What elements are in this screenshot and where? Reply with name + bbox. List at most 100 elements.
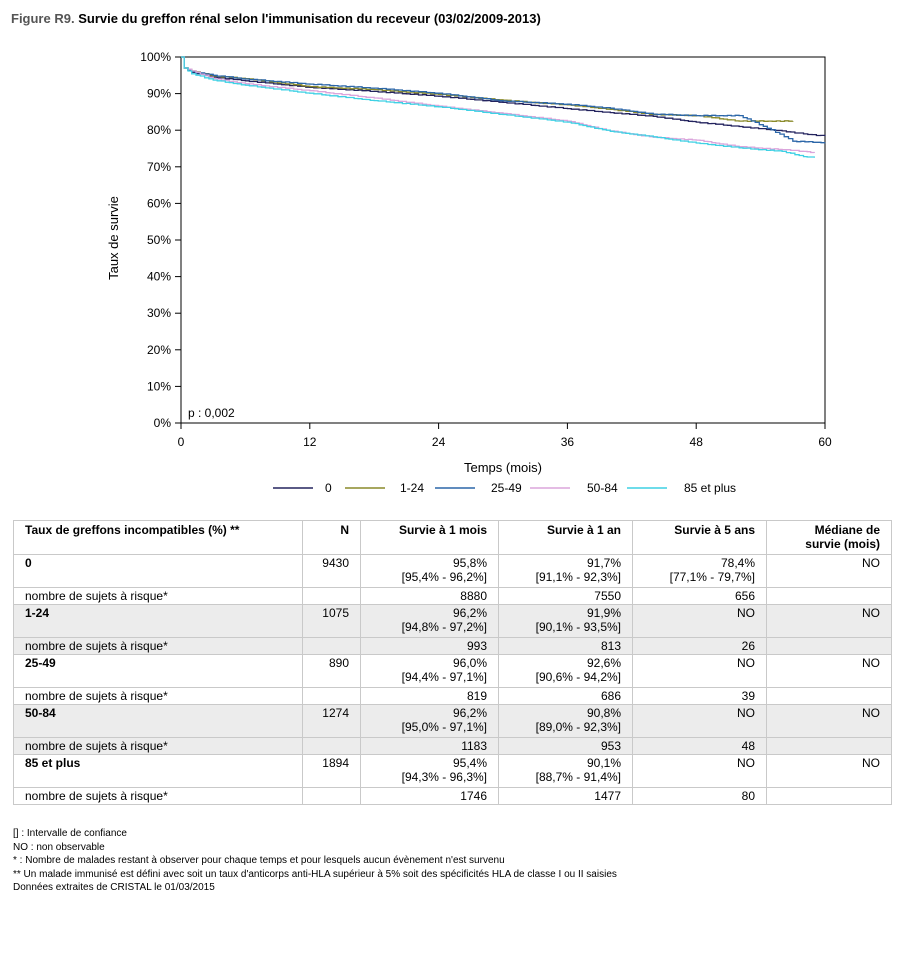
results-table: Taux de greffons incompatibles (%) ** N …: [13, 520, 892, 805]
table-row: 85 et plus 1894 95,4% [94,3% - 96,3%] 90,1%[…: [13, 754, 892, 788]
cell-n: 1075: [302, 604, 361, 638]
risk-1-month: 993: [360, 637, 499, 655]
cell-n: 890: [302, 654, 361, 688]
cell-5-years: 78,4% [77,1% - 79,7%]: [632, 554, 767, 588]
confidence-interval: [94,8% - 97,2%]: [401, 620, 487, 634]
table-row: 1-24 1075 96,2% [94,8% - 97,2%] 91,9% [90,1% …: [13, 604, 892, 638]
footnote: [] : Intervalle de confiance: [13, 828, 127, 839]
group-label: 85 et plus: [13, 754, 303, 788]
cell-empty: [302, 787, 361, 805]
figure-title: Figure R9. Survie du greffon rénal selon…: [11, 11, 541, 26]
y-tick-label: 80%: [147, 123, 171, 137]
confidence-interval: [77,1% - 79,7%]: [669, 570, 755, 584]
group-label: 50-84: [13, 704, 303, 738]
cell-5-years: NO: [632, 704, 767, 738]
col-header-5-years: Survie à 5 ans: [632, 520, 767, 555]
plot-area-frame: [180, 56, 826, 424]
risk-1-year: 1477: [498, 787, 633, 805]
survival-value: 90,1%: [586, 756, 621, 770]
cell-empty: [302, 687, 361, 705]
col-header-1-month: Survie à 1 mois: [360, 520, 499, 555]
risk-1-year: 813: [498, 637, 633, 655]
confidence-interval: [94,4% - 97,1%]: [401, 670, 487, 684]
survival-value: NO: [737, 606, 755, 620]
risk-5-years: 80: [632, 787, 767, 805]
legend-label: 85 et plus: [684, 481, 736, 495]
footnote: * : Nombre de malades restant à observer…: [13, 855, 505, 867]
y-tick-label: 50%: [147, 233, 171, 247]
y-tick-label: 0%: [154, 416, 172, 430]
survival-value: 96,0%: [452, 656, 487, 670]
cell-1-year: 92,6% [90,6% - 94,2%]: [498, 654, 633, 688]
group-label: 25-49: [13, 654, 303, 688]
confidence-interval: [91,1% - 92,3%]: [535, 570, 621, 584]
risk-label: nombre de sujets à risque*: [13, 587, 303, 605]
cell-empty: [766, 587, 892, 605]
figure-title-text: Survie du greffon rénal selon l'immunisa…: [78, 11, 541, 26]
y-tick-label: 60%: [147, 196, 171, 210]
confidence-interval: [95,4% - 96,2%]: [401, 570, 487, 584]
cell-5-years: NO: [632, 654, 767, 688]
survival-value: 95,4%: [452, 756, 487, 770]
risk-label: nombre de sujets à risque*: [13, 787, 303, 805]
cell-5-years: NO: [632, 604, 767, 638]
y-axis-label: Taux de survie: [106, 196, 121, 280]
cell-empty: [766, 737, 892, 755]
survival-value: 96,2%: [452, 606, 487, 620]
confidence-interval: [95,0% - 97,1%]: [401, 720, 487, 734]
cell-n: 1894: [302, 754, 361, 788]
y-tick-label: 70%: [147, 160, 171, 174]
risk-row: nombre de sujets à risque* 1746 1477 80: [13, 787, 892, 805]
survival-value: 95,8%: [452, 556, 487, 570]
cell-1-month: 96,2% [95,0% - 97,1%]: [360, 704, 499, 738]
y-tick-label: 40%: [147, 270, 171, 284]
cell-5-years: NO: [632, 754, 767, 788]
survival-value: NO: [737, 706, 755, 720]
footnotes: [] : Intervalle de confiance NO : non ob…: [13, 827, 617, 895]
cell-n: 9430: [302, 554, 361, 588]
confidence-interval: [90,1% - 93,5%]: [535, 620, 621, 634]
cell-median: NO: [766, 704, 892, 738]
legend-label: 1-24: [400, 481, 424, 495]
risk-row: nombre de sujets à risque* 1183 953 48: [13, 737, 892, 755]
risk-1-month: 8880: [360, 587, 499, 605]
cell-1-month: 96,0% [94,4% - 97,1%]: [360, 654, 499, 688]
cell-empty: [766, 787, 892, 805]
survival-curve-2: [181, 56, 826, 144]
x-tick-label: 60: [818, 435, 832, 449]
survival-curve-3: [181, 56, 815, 154]
p-value-annotation: p : 0,002: [188, 406, 235, 420]
survival-curve-4: [181, 56, 815, 158]
x-tick-label: 36: [561, 435, 575, 449]
risk-label: nombre de sujets à risque*: [13, 687, 303, 705]
cell-1-month: 95,8% [95,4% - 96,2%]: [360, 554, 499, 588]
cell-median: NO: [766, 554, 892, 588]
survival-value: 90,8%: [586, 706, 621, 720]
table-header-row: Taux de greffons incompatibles (%) ** N …: [13, 520, 892, 555]
risk-row: nombre de sujets à risque* 993 813 26: [13, 637, 892, 655]
survival-value: 92,6%: [586, 656, 621, 670]
risk-label: nombre de sujets à risque*: [13, 737, 303, 755]
survival-value: 91,9%: [586, 606, 621, 620]
y-tick-label: 90%: [147, 87, 171, 101]
risk-5-years: 26: [632, 637, 767, 655]
table-row: 50-84 1274 96,2% [95,0% - 97,1%] 90,8% [89,0%…: [13, 704, 892, 738]
cell-empty: [302, 737, 361, 755]
table-row: 25-49 890 96,0% [94,4% - 97,1%] 92,6% [90,6% …: [13, 654, 892, 688]
confidence-interval: [94,3% - 96,3%]: [401, 770, 487, 784]
risk-1-year: 7550: [498, 587, 633, 605]
cell-median: NO: [766, 754, 892, 788]
cell-empty: [302, 637, 361, 655]
survival-value: 91,7%: [586, 556, 621, 570]
risk-5-years: 39: [632, 687, 767, 705]
legend-label: 25-49: [491, 481, 522, 495]
x-axis-label: Temps (mois): [464, 460, 542, 475]
cell-empty: [766, 687, 892, 705]
y-tick-label: 20%: [147, 343, 171, 357]
col-header-n: N: [302, 520, 361, 555]
footnote: NO : non observable: [13, 841, 105, 853]
cell-1-year: 90,8% [89,0% - 92,3%]: [498, 704, 633, 738]
survival-value: NO: [737, 756, 755, 770]
risk-row: nombre de sujets à risque* 8880 7550 656: [13, 587, 892, 605]
x-tick-label: 48: [690, 435, 704, 449]
